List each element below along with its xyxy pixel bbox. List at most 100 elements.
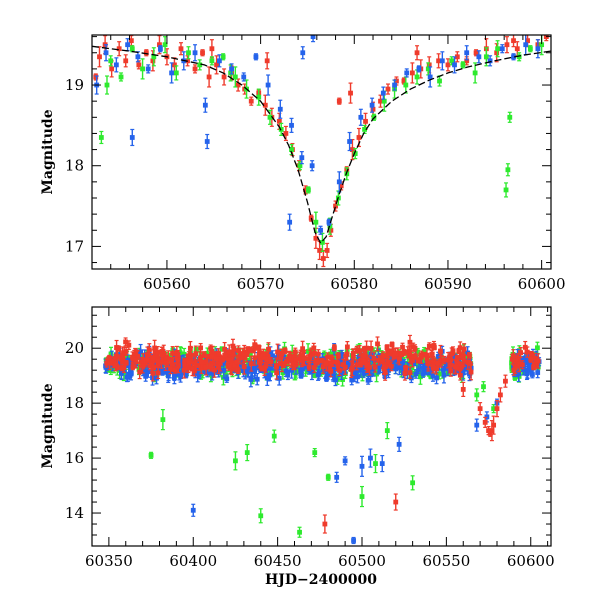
top-y-axis-label: Magnitude <box>40 109 56 194</box>
bottom-series-2-point <box>322 514 328 534</box>
bottom-ticks: 60350 60400 60450 60500 60550 60600 14 16 18 20 <box>65 307 555 570</box>
bottom-band-point-red <box>388 361 394 372</box>
bottom-series-1-point <box>334 471 340 483</box>
bottom-band-point-red <box>454 354 460 361</box>
bottom-band-point-blue <box>525 365 530 380</box>
bottom-band-point-red <box>252 349 258 366</box>
bottom-band-point-red <box>237 351 243 365</box>
bottom-band-point-red <box>384 344 390 350</box>
bottom-band-point-red <box>380 351 386 360</box>
top-series-1-point <box>267 109 273 125</box>
bottom-band-point-red <box>306 363 312 371</box>
bottom-plot-frame <box>91 306 552 547</box>
top-series-2-point <box>277 99 283 119</box>
top-series-2-point <box>309 160 315 172</box>
bottom-band-point-red <box>323 360 329 367</box>
top-series-1-point <box>362 124 367 135</box>
bottom-series-2-point <box>497 387 503 403</box>
bottom-band-point-red <box>335 352 341 360</box>
bottom-x-tick-label: 60350 <box>85 552 133 570</box>
top-series-1-point <box>503 182 509 198</box>
top-series-2-point <box>253 53 259 61</box>
bottom-band-point-red <box>175 351 181 369</box>
top-series-1-point <box>232 66 238 88</box>
bottom-band-point-red <box>107 356 113 371</box>
bottom-series-0-point <box>474 388 480 402</box>
bottom-band-point-red <box>461 343 467 355</box>
bottom-band-point-red <box>256 344 262 351</box>
top-series-1-point <box>151 47 157 67</box>
top-series-1-point <box>460 61 466 69</box>
top-series-0-point <box>150 50 156 72</box>
bottom-band-point-red <box>438 344 443 358</box>
top-series-2-point <box>347 131 353 152</box>
top-series-2-point <box>369 97 375 113</box>
bottom-band-point-red <box>123 360 129 366</box>
bottom-band-point-red <box>441 355 447 365</box>
top-series-2-point <box>318 225 323 235</box>
top-series-0-point <box>324 242 330 259</box>
top-plot-area <box>92 35 551 268</box>
bottom-band-point-red <box>510 349 516 363</box>
bottom-band-point-red <box>133 352 139 369</box>
top-ticks: 60560 60570 60580 60590 60600 17 18 19 <box>65 35 565 293</box>
bottom-band-point-red <box>467 352 472 358</box>
top-series-2-point <box>216 54 222 68</box>
top-series-0-point <box>409 62 415 84</box>
top-series-2-point <box>476 50 482 64</box>
bottom-series-0-point <box>148 451 154 459</box>
bottom-band-point-blue <box>352 371 358 383</box>
top-series-2-point <box>103 44 109 62</box>
bottom-series-2-point <box>393 493 399 511</box>
bottom-x-tick-label: 60450 <box>254 552 302 570</box>
top-x-tick-label: 60560 <box>143 275 191 293</box>
bottom-band-point-red <box>213 351 219 367</box>
top-series-0-point <box>320 249 326 268</box>
top-series-0-point <box>192 64 198 74</box>
top-series-2-point <box>169 62 175 84</box>
top-series-2-point <box>289 117 294 133</box>
bottom-band-point-red <box>172 366 178 374</box>
bottom-band-point-red <box>225 361 231 371</box>
bottom-band-point-red <box>146 343 152 357</box>
bottom-band-point-red <box>279 348 285 359</box>
bottom-band-point-red <box>399 351 405 357</box>
bottom-band-point-red <box>456 347 462 355</box>
bottom-band-point-red <box>467 357 473 370</box>
bottom-band-point-red <box>235 366 241 375</box>
bottom-band-point-red <box>407 345 412 358</box>
top-series-0-point <box>200 49 205 57</box>
top-series-0-point <box>283 125 289 142</box>
bottom-band-point-red <box>522 340 528 354</box>
top-series-2-point <box>487 55 493 67</box>
top-series-2-point <box>129 128 135 147</box>
bottom-band-point-red <box>410 353 415 368</box>
bottom-band-point-red <box>430 360 436 374</box>
top-series-1-point <box>527 45 533 53</box>
bottom-band-point-red <box>459 362 465 370</box>
top-series-1-point <box>505 163 511 177</box>
bottom-series-2-point <box>503 374 508 388</box>
top-series-1-point <box>197 59 203 71</box>
bottom-series-2-point <box>477 402 483 416</box>
top-series-0-point <box>123 54 129 68</box>
bottom-band-point-red <box>168 363 173 375</box>
top-series-2-point <box>299 151 305 165</box>
top-series-2-point <box>113 57 119 73</box>
top-series-1-point <box>98 130 104 145</box>
bottom-band-point-red <box>376 355 382 366</box>
bottom-band-point-red <box>260 348 266 360</box>
bottom-series-1-point <box>379 454 385 473</box>
bottom-band-point-red <box>348 361 354 379</box>
top-series-2-point <box>229 63 234 75</box>
top-series-1-point <box>256 88 262 106</box>
bottom-band-point-red <box>364 356 370 373</box>
bottom-band-point-red <box>244 346 250 363</box>
top-series-0-point <box>235 78 241 92</box>
bottom-series-0-point <box>312 447 318 458</box>
bottom-band-point-red <box>293 354 299 365</box>
bottom-band-point-red <box>382 364 388 381</box>
top-series-1-point <box>108 55 114 67</box>
top-series-0-point <box>348 82 353 104</box>
bottom-series-0-point <box>297 526 302 538</box>
